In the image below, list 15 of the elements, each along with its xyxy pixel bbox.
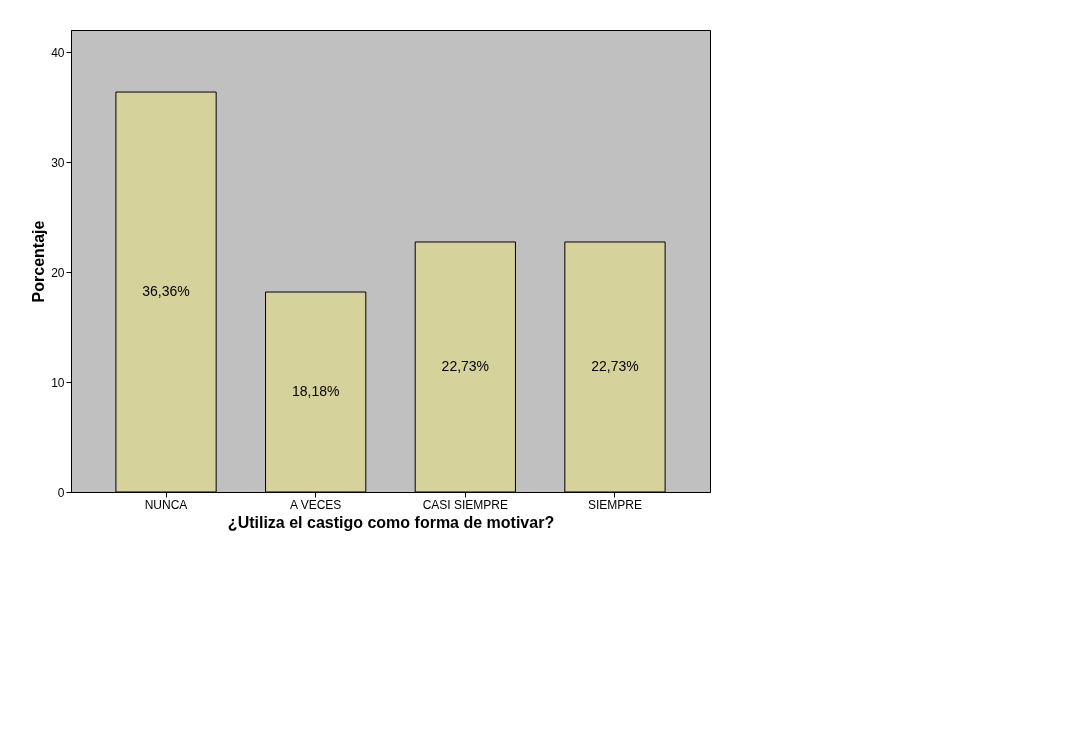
x-tick-label: SIEMPRE xyxy=(587,497,642,512)
x-tick-label: NUNCA xyxy=(144,497,188,512)
y-tick-label: 30 xyxy=(51,155,65,170)
data-label: 22,73% xyxy=(591,357,639,374)
y-tick-label: 40 xyxy=(51,45,65,60)
x-tick-label: CASI SIEMPRE xyxy=(422,497,508,512)
data-label: 18,18% xyxy=(291,383,340,400)
y-tick-label: 10 xyxy=(51,375,65,390)
x-tick-label: A VECES xyxy=(290,497,342,512)
y-tick-label: 0 xyxy=(57,485,65,500)
data-label: 22,73% xyxy=(441,357,490,374)
y-tick-label: 20 xyxy=(51,265,65,280)
x-axis-title: ¿Utiliza el castigo como forma de motivar? xyxy=(227,513,555,531)
data-label: 36,36% xyxy=(142,283,190,300)
y-axis-title: Porcentaje xyxy=(30,220,48,303)
